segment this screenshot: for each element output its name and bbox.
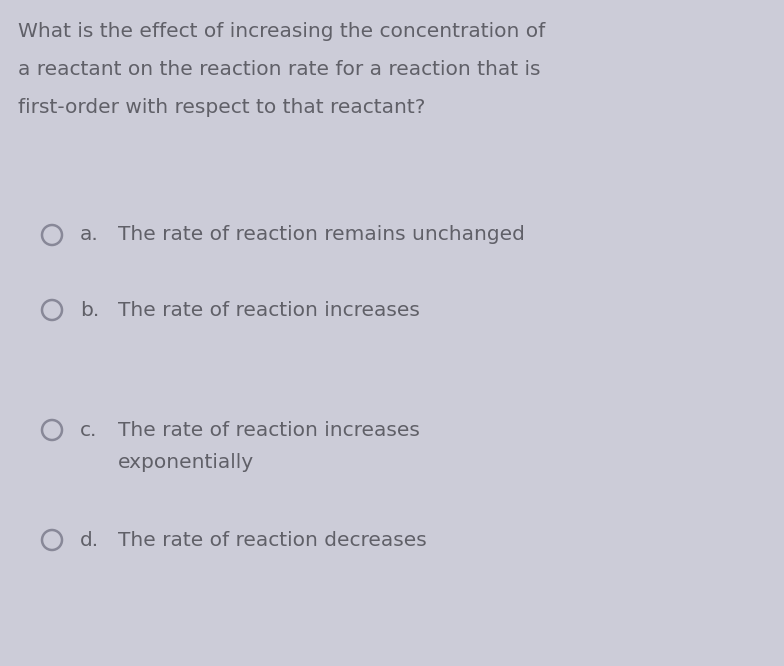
Text: a reactant on the reaction rate for a reaction that is: a reactant on the reaction rate for a re…	[18, 60, 540, 79]
Text: a.: a.	[80, 226, 99, 244]
Text: The rate of reaction increases: The rate of reaction increases	[118, 300, 420, 320]
Text: The rate of reaction decreases: The rate of reaction decreases	[118, 531, 426, 549]
Text: The rate of reaction increases: The rate of reaction increases	[118, 420, 420, 440]
Text: first-order with respect to that reactant?: first-order with respect to that reactan…	[18, 98, 426, 117]
Text: d.: d.	[80, 531, 99, 549]
Text: The rate of reaction remains unchanged: The rate of reaction remains unchanged	[118, 226, 524, 244]
Text: exponentially: exponentially	[118, 452, 254, 472]
Text: What is the effect of increasing the concentration of: What is the effect of increasing the con…	[18, 22, 545, 41]
Text: b.: b.	[80, 300, 100, 320]
Text: c.: c.	[80, 420, 97, 440]
